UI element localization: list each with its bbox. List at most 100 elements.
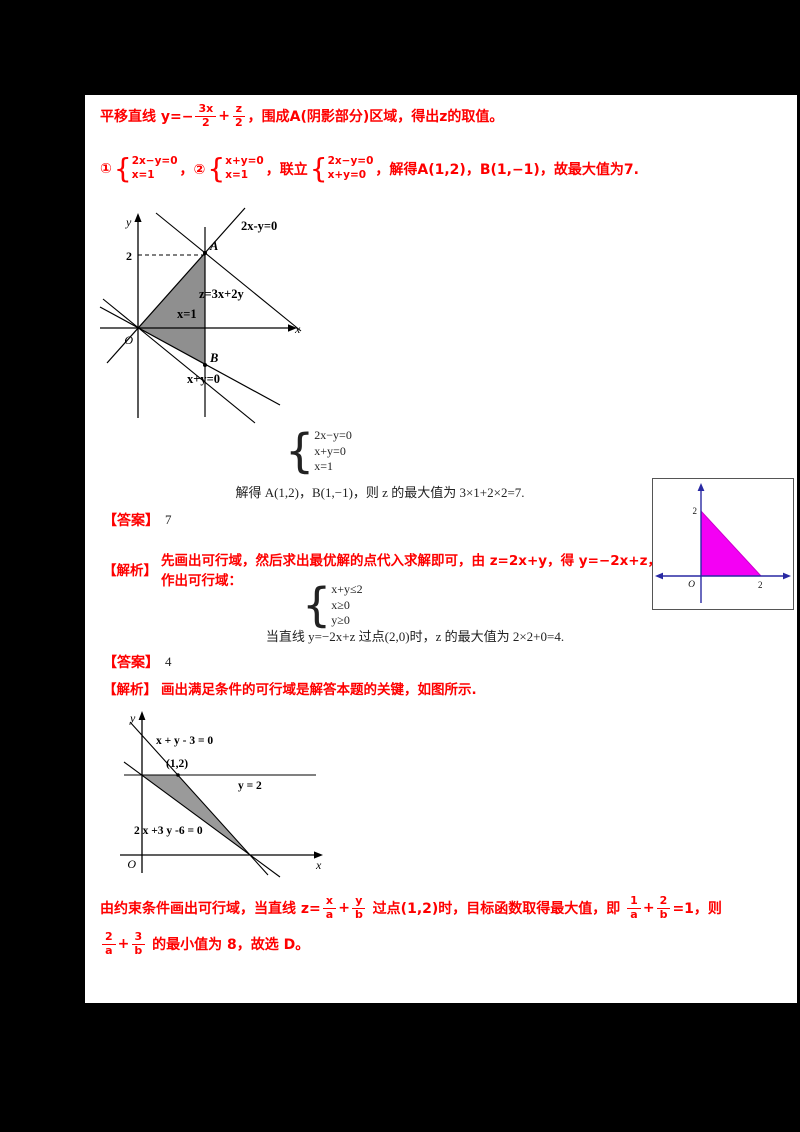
answer-value: 4 <box>165 654 172 669</box>
y-tick-2: 2 <box>126 249 132 263</box>
y-axis-label: y <box>129 711 136 725</box>
line-x-plus-y <box>99 306 281 406</box>
line-label-xy3: x + y - 3 = 0 <box>156 735 213 747</box>
text-segment: + <box>218 108 230 124</box>
x-axis-arrow <box>288 324 297 332</box>
work1-system: {2x−y=0 x+y=0 x=1 <box>283 423 354 478</box>
feasible-region-graph-2: 2 2 O <box>652 478 794 610</box>
text-segment: ，② <box>179 162 206 178</box>
x-axis-label: x <box>294 322 301 336</box>
brace-glyph: { <box>285 423 315 478</box>
system-row: y≥0 <box>331 613 350 628</box>
equation-system: {x+y=0 x=1 <box>207 155 264 183</box>
solution1-line2: ① {2x−y=0 x=1 ，② {x+y=0 x=1 ，联立 {2x−y=0 x+y… <box>100 148 639 190</box>
explanation-text: 画出满足条件的可行域是解答本题的关键，如图所示. <box>161 682 477 698</box>
point-1-2-dot <box>176 773 180 777</box>
line-label-x1: x=1 <box>177 307 197 321</box>
fraction-numerator: 3 <box>131 930 146 945</box>
fraction-numerator: x <box>322 894 337 909</box>
system-row: 2x−y=0 <box>131 155 178 168</box>
system-row: x+y≤2 <box>331 582 363 596</box>
feasible-region-graph-1: y x O 2 2x-y=0 z=3x+2y x=1 x+y=0 A B <box>95 205 305 425</box>
fraction-numerator: z <box>232 102 245 117</box>
point-B-dot <box>203 363 207 367</box>
explanation-text: 先画出可行域，然后求出最优解的点代入求解即可，由 z=2x+y，得 y=−2x+… <box>161 553 661 589</box>
y-axis-arrow <box>138 711 146 720</box>
explanation-label: 【解析】 <box>103 563 157 579</box>
answer-label: 【答案】 <box>103 655 159 671</box>
line-label-2x-y: 2x-y=0 <box>241 219 277 233</box>
y-axis-label: y <box>125 215 132 229</box>
x-axis-arrow-right <box>783 572 791 580</box>
explanation2-row: 【解析】 画出满足条件的可行域是解答本题的关键，如图所示. <box>103 678 477 698</box>
line-label-2x3y: 2 x +3 y -6 = 0 <box>134 825 203 837</box>
x-tick-2: 2 <box>758 580 763 590</box>
fraction-numerator: y <box>352 894 366 909</box>
magenta-region <box>700 509 763 577</box>
line-2x-minus-y <box>106 207 246 364</box>
fraction-numerator: 2 <box>102 930 116 945</box>
text-segment: ，解得A(1,2)，B(1,−1)， <box>375 162 554 178</box>
equation-system: {x+y≤2 x≥0 y≥0 <box>302 577 363 632</box>
work2-line: 当直线 y=−2x+z 过点(2,0)时，z 的最大值为 2×2+0=4. <box>230 626 600 645</box>
equation-system: {2x−y=0 x+y=0 x=1 <box>285 423 352 478</box>
brace-glyph: { <box>302 577 332 632</box>
answer-label: 【答案】 <box>103 513 159 529</box>
point-A-dot <box>203 251 207 255</box>
work2-system: {x+y≤2 x≥0 y≥0 <box>300 577 365 632</box>
text-segment: =1，则 <box>672 901 722 917</box>
origin-label: O <box>127 857 136 871</box>
system-row: x+y=0 <box>314 443 346 458</box>
equation-system: {2x−y=0 x=1 <box>114 155 178 183</box>
fraction-numerator: 2 <box>656 894 671 909</box>
system-row: x≥0 <box>331 597 350 612</box>
explanation1-row: 【解析】 先画出可行域，然后求出最优解的点代入求解即可，由 z=2x+y，得 y… <box>103 549 663 589</box>
fraction-denominator: a <box>105 943 113 957</box>
fraction-denominator: b <box>659 907 668 921</box>
work1-line: 解得 A(1,2)，B(1,−1)，则 z 的最大值为 3×1+2×2=7. <box>190 482 570 501</box>
system-row: 2x−y=0 <box>327 155 374 168</box>
equation-system: {2x−y=0 x+y=0 <box>309 152 374 186</box>
y-axis-arrow <box>697 483 705 491</box>
brace-glyph: { <box>309 152 328 186</box>
text-segment: + <box>642 900 655 916</box>
x-axis-label: x <box>315 858 322 872</box>
fraction-numerator: 1 <box>627 894 641 909</box>
fraction-denominator: 2 <box>202 115 210 129</box>
fraction-numerator: 3x <box>195 102 217 117</box>
line-label-z: z=3x+2y <box>199 287 245 301</box>
origin-label: O <box>688 580 695 590</box>
text-segment: ，围成A(阴影部分)区域，得出z的取值。 <box>247 109 504 125</box>
fraction-denominator: b <box>354 907 363 921</box>
text-segment: 由约束条件画出可行域，当直线 z= <box>100 901 321 917</box>
system-row: x=1 <box>131 169 155 181</box>
text-segment: + <box>117 936 130 952</box>
line-label-y2: y = 2 <box>238 780 262 792</box>
explanation-label: 【解析】 <box>103 682 157 698</box>
line-x-plus-y-3 <box>129 721 269 876</box>
system-row: x=1 <box>225 169 249 181</box>
text-segment: ① <box>100 161 112 177</box>
y-axis-arrow <box>134 213 142 222</box>
text-segment: 平移直线 y=− <box>100 109 194 125</box>
fraction: 3x 2 <box>195 102 217 129</box>
origin-label: O <box>124 333 133 347</box>
fraction-denominator: 2 <box>234 115 243 129</box>
text-segment: 解得 A(1,2)，B(1,−1)，则 z 的最大值为 3×1+2×2=7. <box>235 485 525 500</box>
text-segment: 当直线 y=−2x+z 过点(2,0)时，z 的最大值为 2×2+0=4. <box>265 629 565 644</box>
fraction-denominator: a <box>630 907 638 921</box>
answer-value: 7 <box>165 512 172 527</box>
objective-line-through-O <box>102 298 256 424</box>
system-row: x+y=0 <box>225 155 264 168</box>
y-tick-2: 2 <box>693 506 698 516</box>
text-segment: + <box>338 900 350 916</box>
fraction-denominator: a <box>325 907 334 921</box>
system-row: x+y=0 <box>327 169 367 181</box>
